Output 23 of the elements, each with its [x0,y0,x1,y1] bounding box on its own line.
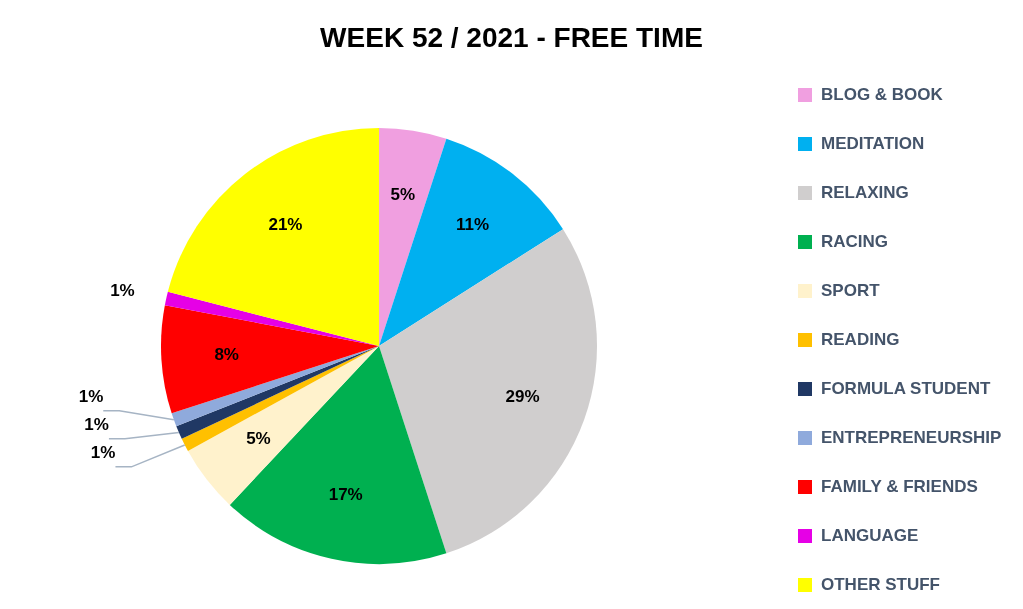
legend-label: ENTREPRENEURSHIP [821,427,1002,448]
legend-label: MEDITATION [821,133,925,154]
data-label: 5% [390,184,416,204]
data-label: 1% [90,442,116,462]
legend-label: LANGUAGE [821,525,919,546]
legend-label: RACING [821,231,889,252]
data-label: 29% [505,387,540,407]
legend-label: RELAXING [821,182,909,203]
legend-label: BLOG & BOOK [821,84,943,105]
data-label: 5% [246,429,271,449]
data-label: 1% [84,414,109,434]
data-label: 11% [455,215,490,235]
data-label: 1% [110,281,135,301]
legend-label: FAMILY & FRIENDS [821,476,978,497]
data-label: 1% [78,386,104,406]
data-label: 21% [268,215,303,235]
legend-label: READING [821,329,900,350]
chart-title: WEEK 52 / 2021 - FREE TIME [319,22,704,54]
legend-label: OTHER STUFF [821,574,940,595]
data-label: 17% [328,484,363,504]
data-label: 8% [214,345,239,365]
legend-label: FORMULA STUDENT [821,378,991,399]
legend-label: SPORT [821,280,880,301]
